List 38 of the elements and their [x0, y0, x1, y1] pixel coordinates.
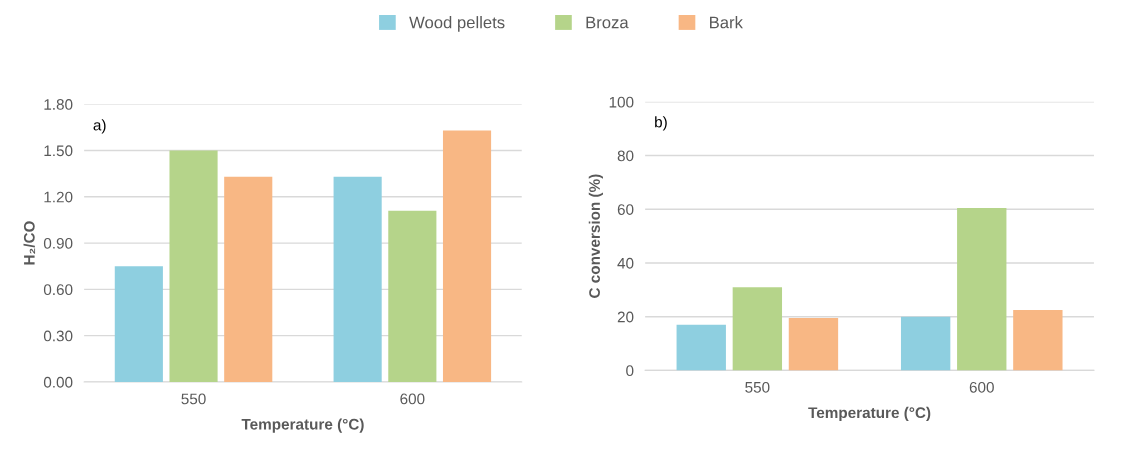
- y-tick-label: 0: [626, 365, 634, 377]
- y-tick-label: 1.80: [44, 99, 73, 110]
- y-tick-label: 0.60: [43, 284, 73, 296]
- legend-label: Bark: [710, 16, 743, 29]
- y-tick-label: 1.20: [44, 191, 73, 203]
- bar: [1013, 309, 1063, 371]
- y-axis-title: C conversion (%): [588, 174, 603, 298]
- x-tick-label: 550: [745, 381, 770, 393]
- y-tick-label: 80: [617, 150, 634, 162]
- x-tick-label: 600: [400, 393, 425, 405]
- bar: [333, 176, 382, 382]
- y-axis-title: H₂/CO: [23, 221, 36, 265]
- bar: [169, 150, 218, 382]
- legend-label: Wood pellets: [409, 16, 505, 32]
- bar: [788, 318, 839, 371]
- bar: [732, 287, 783, 371]
- x-tick-label: 550: [181, 393, 206, 405]
- bar: [442, 130, 492, 382]
- y-tick-label: 0.30: [43, 330, 73, 342]
- x-axis-title: Temperature (°C): [808, 406, 931, 422]
- y-tick-label: 100: [609, 96, 634, 108]
- y-tick-label: 1.50: [44, 145, 73, 157]
- bar: [676, 324, 726, 371]
- bar: [900, 316, 951, 371]
- x-tick-label: 600: [969, 381, 994, 393]
- annotation: a): [93, 119, 106, 134]
- y-tick-label: 60: [617, 204, 634, 215]
- bar: [388, 210, 437, 382]
- annotation: b): [655, 116, 667, 131]
- legend-label: Broza: [586, 16, 629, 29]
- y-tick-label: 20: [617, 311, 634, 323]
- y-tick-label: 0.00: [43, 376, 73, 388]
- bar: [957, 207, 1007, 371]
- y-tick-label: 40: [617, 257, 634, 269]
- bar: [224, 176, 273, 382]
- bar: [114, 266, 163, 382]
- x-axis-title: Temperature (°C): [241, 418, 364, 433]
- y-tick-label: 0.90: [43, 237, 73, 249]
